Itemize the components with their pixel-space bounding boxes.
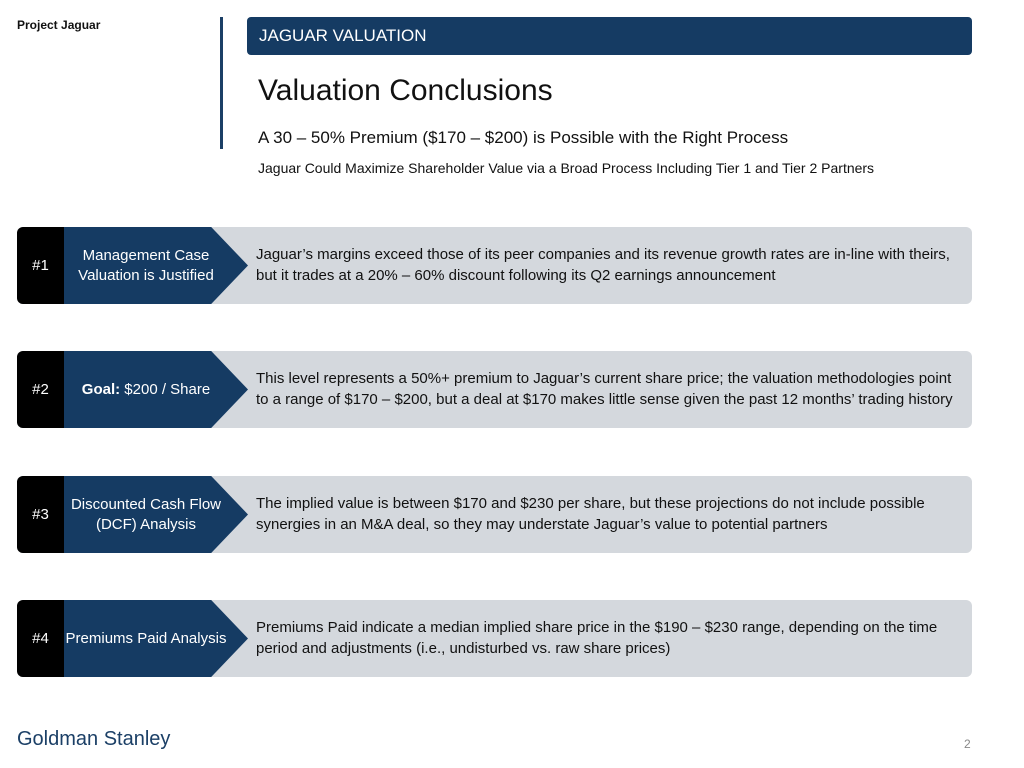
conclusion-row-4: #4 Premiums Paid Analysis Premiums Paid … <box>17 600 972 677</box>
page-number: 2 <box>964 737 971 751</box>
row-description: This level represents a 50%+ premium to … <box>256 370 953 408</box>
row-number: #2 <box>17 351 64 428</box>
page-title: Valuation Conclusions <box>258 74 553 107</box>
row-label: Discounted Cash Flow (DCF) Analysis <box>70 495 222 533</box>
row-label-text: $200 / Share <box>124 380 211 398</box>
row-label: Management Case Valuation is Justified <box>78 246 214 284</box>
conclusion-row-3: #3 Discounted Cash Flow (DCF) Analysis T… <box>17 476 972 553</box>
chevron-shape <box>64 227 248 304</box>
row-description: The implied value is between $170 and $2… <box>256 495 925 533</box>
chevron-shape <box>64 351 248 428</box>
conclusion-row-1: #1 Management Case Valuation is Justifie… <box>17 227 972 304</box>
header-divider <box>220 17 223 149</box>
chevron-shape <box>64 600 248 677</box>
conclusion-row-2: #2 Goal: $200 / Share This level represe… <box>17 351 972 428</box>
footer-brand: Goldman Stanley <box>17 728 171 750</box>
page-tagline: Jaguar Could Maximize Shareholder Value … <box>258 160 875 176</box>
row-description: Premiums Paid indicate a median implied … <box>256 619 938 657</box>
row-number: #3 <box>17 476 64 553</box>
row-number: #1 <box>17 227 64 304</box>
row-number: #4 <box>17 600 64 677</box>
page-subtitle: A 30 – 50% Premium ($170 – $200) is Poss… <box>258 128 789 147</box>
row-label: Goal: $200 / Share <box>64 351 228 428</box>
row-description: Jaguar’s margins exceed those of its pee… <box>256 246 950 284</box>
row-label-bold: Goal: <box>81 380 121 398</box>
section-banner: JAGUAR VALUATION <box>247 17 972 55</box>
row-label: Premiums Paid Analysis <box>65 629 227 647</box>
project-label: Project Jaguar <box>17 18 101 32</box>
chevron-shape <box>64 476 248 553</box>
